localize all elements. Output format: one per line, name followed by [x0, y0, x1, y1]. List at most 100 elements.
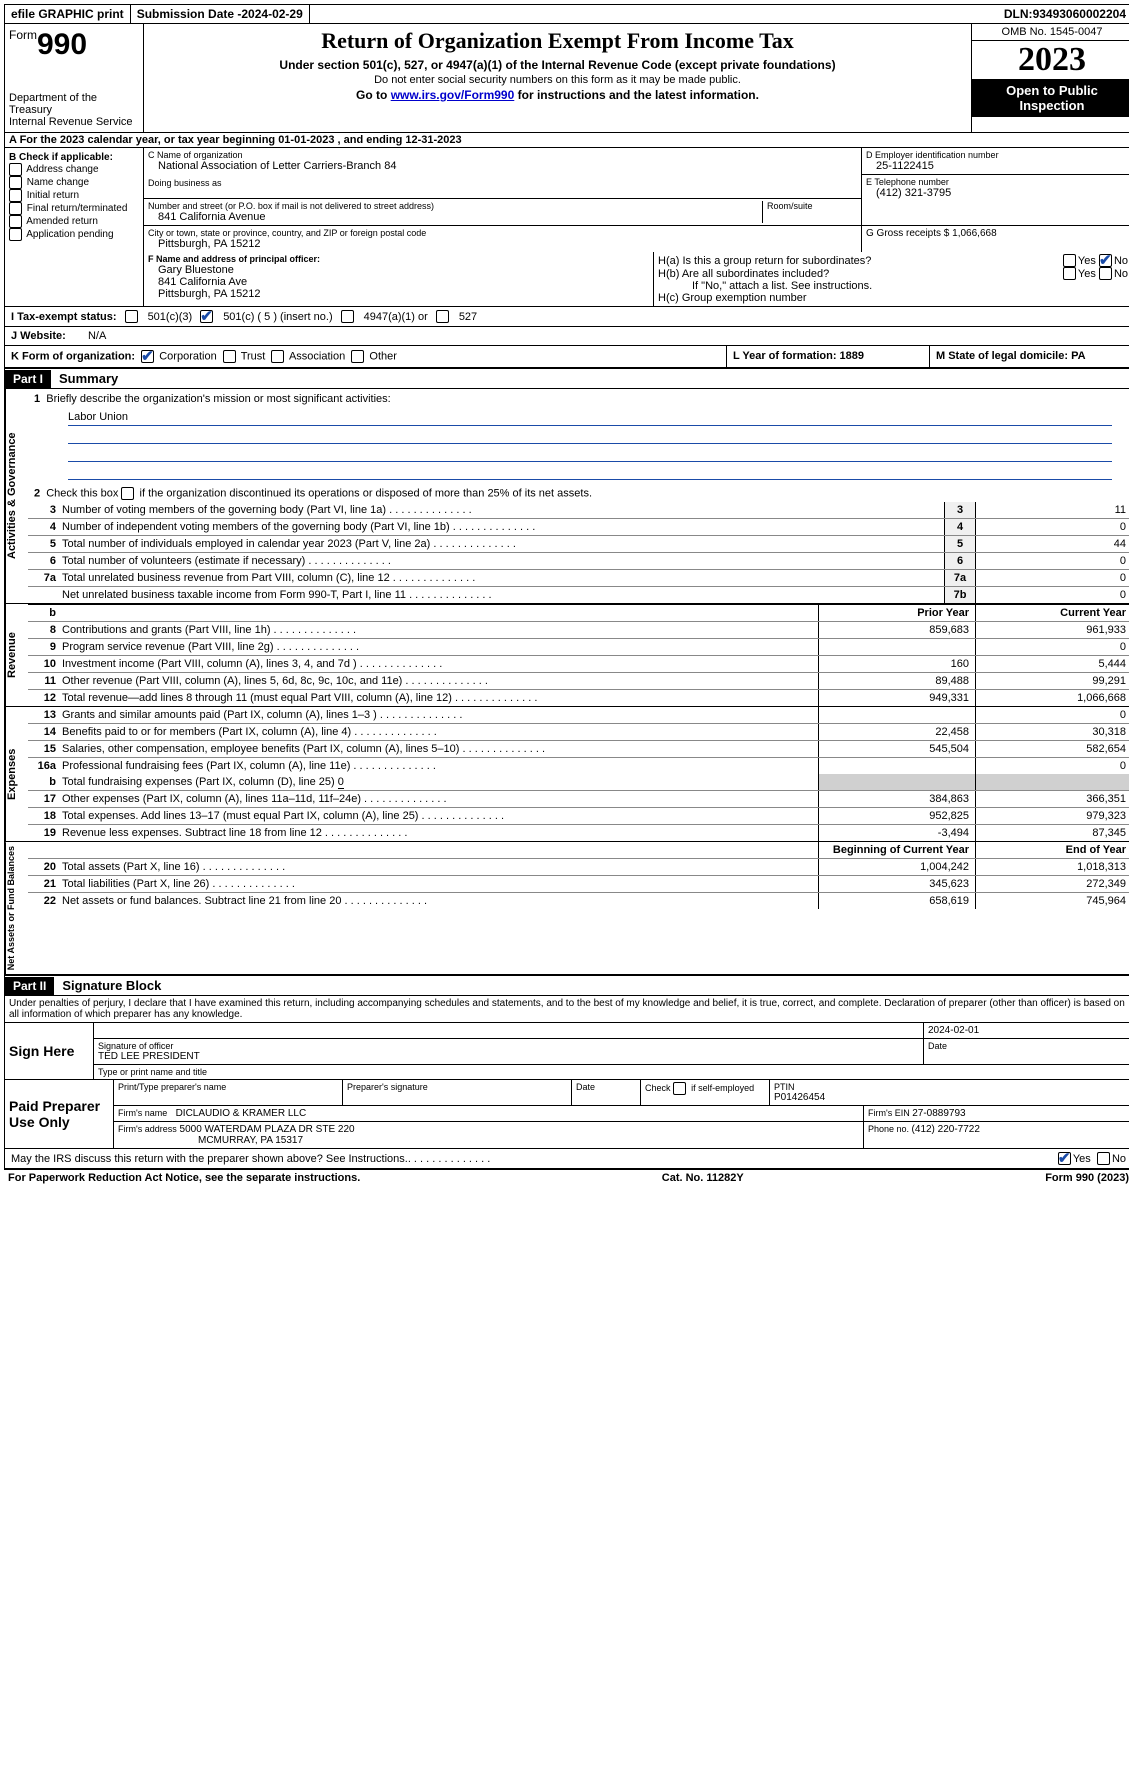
- table-row: 13Grants and similar amounts paid (Part …: [28, 707, 1129, 724]
- end-year-hdr: End of Year: [975, 842, 1129, 858]
- table-row: Net unrelated business taxable income fr…: [28, 587, 1129, 603]
- check-corp[interactable]: [141, 350, 154, 363]
- ag-tab: Activities & Governance: [5, 389, 28, 603]
- form-word: Form: [9, 28, 37, 42]
- table-row: 7aTotal unrelated business revenue from …: [28, 570, 1129, 587]
- dln: DLN: 93493060002204: [998, 5, 1129, 23]
- ein: 25-1122415: [866, 160, 1128, 172]
- rev-tab: Revenue: [5, 604, 28, 706]
- website-val: N/A: [88, 330, 106, 342]
- table-row: 20Total assets (Part X, line 16)1,004,24…: [28, 859, 1129, 876]
- table-row: 11Other revenue (Part VIII, column (A), …: [28, 673, 1129, 690]
- org-city: Pittsburgh, PA 15212: [148, 238, 857, 250]
- sign-date: 2024-02-01: [924, 1023, 1129, 1038]
- info-block: B Check if applicable: Address change Na…: [4, 148, 1129, 252]
- check-address-change[interactable]: [9, 163, 22, 176]
- open-inspection: Open to Public Inspection: [972, 79, 1129, 117]
- check-name-change[interactable]: [9, 176, 22, 189]
- table-row: 6Total number of volunteers (estimate if…: [28, 553, 1129, 570]
- check-501c[interactable]: [200, 310, 213, 323]
- table-row: 17Other expenses (Part IX, column (A), l…: [28, 791, 1129, 808]
- ha-yes[interactable]: [1063, 254, 1076, 267]
- paid-preparer-block: Paid Preparer Use Only Print/Type prepar…: [4, 1080, 1129, 1149]
- paid-prep-label: Paid Preparer Use Only: [5, 1080, 114, 1148]
- check-app-pending[interactable]: [9, 228, 22, 241]
- perjury-statement: Under penalties of perjury, I declare th…: [4, 996, 1129, 1023]
- subtitle-2: Do not enter social security numbers on …: [148, 74, 967, 86]
- net-tab: Net Assets or Fund Balances: [5, 842, 28, 974]
- check-assoc[interactable]: [271, 350, 284, 363]
- discuss-yes[interactable]: [1058, 1152, 1071, 1165]
- table-row: 15Salaries, other compensation, employee…: [28, 741, 1129, 758]
- check-527[interactable]: [436, 310, 449, 323]
- omb-number: OMB No. 1545-0047: [972, 24, 1129, 41]
- table-row: 3Number of voting members of the governi…: [28, 502, 1129, 519]
- year-formation: L Year of formation: 1889: [733, 350, 864, 362]
- website-row: J Website: N/A: [4, 327, 1129, 346]
- table-row: 10Investment income (Part VIII, column (…: [28, 656, 1129, 673]
- table-row: 21Total liabilities (Part X, line 26)345…: [28, 876, 1129, 893]
- curr-year-hdr: Current Year: [975, 605, 1129, 621]
- part2-header: Part II Signature Block: [4, 975, 1129, 996]
- ptin: P01426454: [774, 1092, 1128, 1103]
- check-self-employed[interactable]: [673, 1082, 686, 1095]
- ha-no[interactable]: [1099, 254, 1112, 267]
- table-row: 8Contributions and grants (Part VIII, li…: [28, 622, 1129, 639]
- check-4947[interactable]: [341, 310, 354, 323]
- fundraising-total: 0: [338, 776, 344, 789]
- gross-receipts: 1,066,668: [952, 228, 997, 239]
- submission-date: Submission Date - 2024-02-29: [131, 5, 310, 23]
- sign-here-label: Sign Here: [5, 1023, 94, 1079]
- telephone: (412) 321-3795: [866, 187, 1128, 199]
- hb-no[interactable]: [1099, 267, 1112, 280]
- klm-row: K Form of organization: Corporation Trus…: [4, 346, 1129, 368]
- subtitle-3: Go to www.irs.gov/Form990 for instructio…: [148, 88, 967, 102]
- table-row: 16aProfessional fundraising fees (Part I…: [28, 758, 1129, 774]
- firm-addr2: MCMURRAY, PA 15317: [118, 1135, 859, 1146]
- begin-year-hdr: Beginning of Current Year: [818, 842, 975, 858]
- fh-block: F Name and address of principal officer:…: [4, 252, 1129, 307]
- check-trust[interactable]: [223, 350, 236, 363]
- table-row: 9Program service revenue (Part VIII, lin…: [28, 639, 1129, 656]
- dept-label: Department of the Treasury Internal Reve…: [9, 92, 139, 128]
- officer-signature: TED LEE PRESIDENT: [98, 1051, 919, 1062]
- check-initial-return[interactable]: [9, 189, 22, 202]
- net-assets-section: Net Assets or Fund Balances Beginning of…: [4, 842, 1129, 975]
- exp-tab: Expenses: [5, 707, 28, 841]
- legal-domicile: M State of legal domicile: PA: [936, 350, 1086, 362]
- subtitle-1: Under section 501(c), 527, or 4947(a)(1)…: [148, 58, 967, 72]
- irs-link[interactable]: www.irs.gov/Form990: [391, 88, 515, 102]
- check-final-return[interactable]: [9, 202, 22, 215]
- table-row: 5Total number of individuals employed in…: [28, 536, 1129, 553]
- mission-text: Labor Union: [68, 411, 1112, 426]
- check-501c3[interactable]: [125, 310, 138, 323]
- expenses-section: Expenses 13Grants and similar amounts pa…: [4, 707, 1129, 842]
- tax-status-row: I Tax-exempt status: 501(c)(3) 501(c) ( …: [4, 307, 1129, 327]
- firm-phone: (412) 220-7722: [912, 1124, 980, 1135]
- footer: For Paperwork Reduction Act Notice, see …: [4, 1169, 1129, 1186]
- efile-label: efile GRAPHIC print: [5, 5, 131, 23]
- part1-header: Part I Summary: [4, 368, 1129, 389]
- firm-addr1: 5000 WATERDAM PLAZA DR STE 220: [180, 1124, 355, 1135]
- firm-ein: 27-0889793: [912, 1108, 965, 1119]
- check-other[interactable]: [351, 350, 364, 363]
- box-b: B Check if applicable: Address change Na…: [5, 148, 144, 252]
- activities-governance: Activities & Governance 1 Briefly descri…: [4, 389, 1129, 604]
- box-h: H(a) Is this a group return for subordin…: [654, 252, 1129, 306]
- table-row: 22Net assets or fund balances. Subtract …: [28, 893, 1129, 909]
- org-name: National Association of Letter Carriers-…: [148, 160, 857, 172]
- form-number: 990: [37, 28, 87, 61]
- hb-yes[interactable]: [1063, 267, 1076, 280]
- org-address: 841 California Avenue: [148, 211, 762, 223]
- discuss-row: May the IRS discuss this return with the…: [4, 1149, 1129, 1169]
- box-deg: D Employer identification number 25-1122…: [861, 148, 1129, 252]
- check-amended[interactable]: [9, 215, 22, 228]
- form-title: Return of Organization Exempt From Incom…: [148, 28, 967, 54]
- check-discontinued[interactable]: [121, 487, 134, 500]
- tax-year: 2023: [972, 41, 1129, 79]
- row-a-period: A For the 2023 calendar year, or tax yea…: [4, 133, 1129, 148]
- discuss-no[interactable]: [1097, 1152, 1110, 1165]
- table-row: 14Benefits paid to or for members (Part …: [28, 724, 1129, 741]
- sign-block: Sign Here 2024-02-01 Signature of office…: [4, 1023, 1129, 1080]
- form-header: Form990 Department of the Treasury Inter…: [4, 24, 1129, 133]
